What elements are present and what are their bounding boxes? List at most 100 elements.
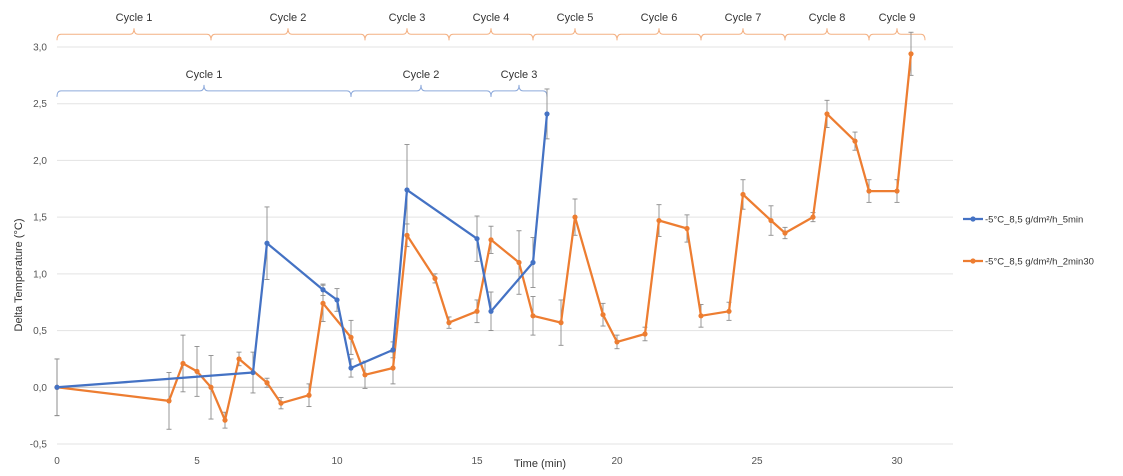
cycle-bracket [364,28,450,41]
data-point [250,369,256,376]
cycle-label: Cycle 6 [641,12,678,24]
cycle-bracket [210,28,366,41]
data-point [222,417,228,423]
x-tick-label: 0 [54,456,60,467]
y-tick-label: 3,0 [33,43,47,54]
cycle-bracket [56,28,212,41]
data-point [320,300,326,306]
legend: -5°C_8,5 g/dm²/h_5min -5°C_8,5 g/dm²/h_2m… [963,215,1094,268]
data-point [544,111,550,117]
data-point [740,191,746,198]
y-axis-label: Delta Temperature (°C) [13,218,25,331]
y-tick-label: 1,5 [33,213,47,224]
data-point [488,308,494,314]
data-point [908,51,914,57]
y-tick-label: -0,5 [30,440,48,451]
data-point [782,230,788,236]
cycle-bracket [868,28,926,41]
data-point [180,360,186,367]
data-point [516,259,522,266]
y-tick-labels: -0,5 0,0 0,5 1,0 1,5 2,0 2,5 3,0 [30,43,48,451]
data-point [684,225,690,232]
y-tick-label: 2,5 [33,99,47,110]
cycle-label: Cycle 1 [186,69,223,81]
data-point [194,368,200,375]
data-point [236,356,242,362]
data-point [810,214,816,220]
data-point [348,365,354,371]
x-tick-label: 25 [751,456,763,467]
y-tick-label: 2,0 [33,156,47,167]
cycle-bracket [56,84,352,97]
x-tick-label: 30 [891,456,903,467]
data-point [404,187,410,193]
legend-swatch-marker [970,258,976,264]
data-point [572,214,578,220]
data-point [278,400,284,406]
data-point [530,259,536,266]
cycle-label: Cycle 1 [116,12,153,24]
data-point [488,237,494,243]
series-line [56,53,913,422]
data-point [432,275,438,281]
data-point [698,313,704,319]
x-tick-label: 20 [611,456,623,467]
cycle-bracket [490,84,548,97]
x-tick-labels: 0 5 10 15 20 25 30 [54,456,903,467]
y-tick-label: 1,0 [33,269,47,280]
data-point [54,384,60,390]
x-tick-label: 10 [331,456,343,467]
data-point [362,372,368,378]
data-point [852,138,858,144]
cycle-bracket [448,28,534,41]
data-points [54,51,914,423]
data-point [600,312,606,318]
cycle-bracket [700,28,786,41]
data-point [446,320,452,326]
series-line [56,113,549,389]
data-point [320,287,326,293]
data-point [726,308,732,314]
cycle-label: Cycle 4 [473,12,510,24]
cycle-label: Cycle 5 [557,12,594,24]
legend-swatch-marker [970,216,976,222]
legend-label: -5°C_8,5 g/dm²/h_2min30 [985,257,1094,268]
data-point [558,320,564,326]
data-point [306,392,312,398]
data-point [768,217,774,224]
data-point [348,334,354,340]
data-point [264,240,270,246]
data-point [530,313,536,319]
cycle-label: Cycle 2 [403,69,440,81]
x-tick-label: 5 [194,456,200,467]
y-tick-label: 0,5 [33,326,47,337]
cycle-bracket [532,28,618,41]
data-point [264,380,270,386]
data-point [390,365,396,371]
gridlines [57,46,953,445]
data-point [390,347,396,353]
data-point [208,384,214,390]
data-point [894,188,900,194]
x-axis-label: Time (min) [514,458,566,470]
cycle-bracket [350,84,492,97]
data-point [824,111,830,117]
x-tick-label: 15 [471,456,483,467]
cycle-bracket [784,28,870,41]
cycle-label: Cycle 2 [270,12,307,24]
cycle-label: Cycle 9 [879,12,916,24]
data-point [866,188,872,194]
y-tick-label: 0,0 [33,383,47,394]
cycle-brackets: Cycle 1 Cycle 2 Cycle 3 Cycle 4 Cycle 5 Cycle… [56,12,926,97]
cycle-bracket [616,28,702,41]
data-point [614,339,620,345]
data-point [642,331,648,337]
data-point [474,236,480,242]
legend-label: -5°C_8,5 g/dm²/h_5min [985,215,1083,226]
cycle-label: Cycle 3 [501,69,538,81]
data-point [166,398,172,404]
data-point [404,232,410,238]
data-point [656,217,662,224]
cycle-label: Cycle 3 [389,12,426,24]
